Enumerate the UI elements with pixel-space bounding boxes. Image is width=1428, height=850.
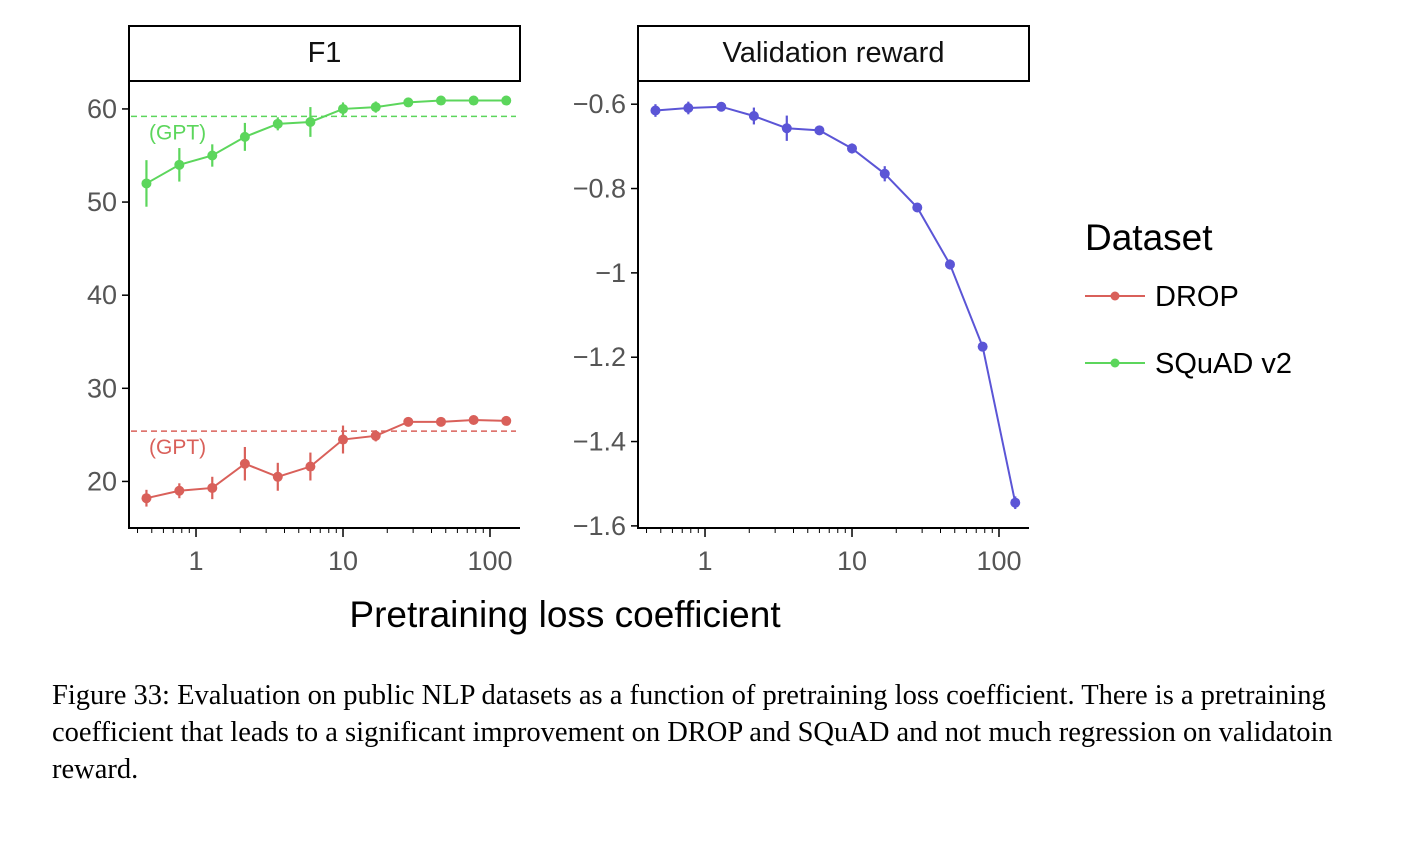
f1-panel-title: F1 — [308, 37, 342, 69]
figure: F1 20 30 40 50 60 1 10 100 (GPT) (GPT) Validation… — [87, 25, 1292, 635]
legend-title: Dataset — [1085, 217, 1213, 258]
data-point — [338, 434, 349, 445]
y-tick-label: 60 — [87, 94, 117, 124]
data-point — [403, 416, 414, 427]
legend-squad-label: SQuAD v2 — [1155, 348, 1292, 380]
series-0 — [650, 101, 1021, 510]
data-point — [141, 493, 152, 504]
series-1: (GPT) — [131, 414, 516, 507]
data-point — [468, 95, 479, 106]
data-point — [174, 159, 185, 170]
legend-item-drop: DROP — [1085, 281, 1239, 313]
data-point — [501, 415, 512, 426]
legend-item-squad: SQuAD v2 — [1085, 348, 1292, 380]
x-tick-label: 1 — [189, 546, 204, 576]
data-point — [879, 168, 890, 179]
f1-panel: F1 20 30 40 50 60 1 10 100 (GPT) (GPT) — [87, 25, 521, 576]
validation-reward-panel-title: Validation reward — [723, 37, 945, 69]
y-tick-label: −1.6 — [573, 511, 626, 541]
data-point — [501, 95, 512, 106]
y-tick-label: 30 — [87, 373, 117, 403]
x-tick-label: 10 — [328, 546, 358, 576]
series-0: (GPT) — [131, 95, 516, 207]
data-point — [207, 150, 218, 161]
data-point — [141, 178, 152, 189]
y-tick-label: −0.8 — [573, 174, 626, 204]
legend: Dataset DROP SQuAD v2 — [1085, 217, 1292, 380]
y-tick-label: 20 — [87, 466, 117, 496]
data-point — [239, 131, 250, 142]
legend-squad-marker — [1110, 358, 1120, 368]
x-tick-label: 100 — [467, 546, 512, 576]
data-point — [174, 485, 185, 496]
gpt-baseline-label: (GPT) — [149, 436, 206, 459]
data-point — [781, 123, 792, 134]
x-tick-label: 1 — [698, 546, 713, 576]
data-point — [305, 116, 316, 127]
validation-reward-panel: Validation reward −0.6 −0.8 −1 −1.2 −1.4 −1.6… — [573, 25, 1030, 576]
data-point — [305, 461, 316, 472]
data-point — [435, 95, 446, 106]
data-point — [272, 118, 283, 129]
y-tick-label: −1.4 — [573, 427, 626, 457]
x-tick-label: 10 — [837, 546, 867, 576]
data-point — [370, 102, 381, 113]
data-point — [944, 259, 955, 270]
series-line — [145, 99, 507, 185]
x-axis-label: Pretraining loss coefficient — [349, 594, 781, 635]
f1-plot-area: 20 30 40 50 60 1 10 100 (GPT) (GPT) — [87, 81, 520, 576]
legend-drop-marker — [1110, 291, 1120, 301]
data-point — [1010, 497, 1021, 508]
y-tick-label: −1.2 — [573, 342, 626, 372]
figure-caption: Figure 33: Evaluation on public NLP data… — [52, 680, 1333, 785]
validation-reward-title-strip — [637, 25, 1030, 82]
data-point — [912, 202, 923, 213]
data-point — [272, 471, 283, 482]
data-point — [468, 414, 479, 425]
data-point — [977, 341, 988, 352]
legend-drop-label: DROP — [1155, 281, 1239, 313]
data-point — [239, 458, 250, 469]
data-point — [847, 143, 858, 154]
validation-reward-plot-area: −0.6 −0.8 −1 −1.2 −1.4 −1.6 1 10 100 — [573, 81, 1029, 576]
data-point — [716, 101, 727, 112]
series-line — [655, 105, 1017, 503]
data-point — [403, 97, 414, 108]
y-tick-label: 50 — [87, 187, 117, 217]
series-line — [146, 418, 507, 500]
data-point — [435, 416, 446, 427]
x-tick-label: 100 — [976, 546, 1021, 576]
data-point — [650, 105, 661, 116]
data-point — [814, 125, 825, 136]
y-tick-label: −0.6 — [573, 89, 626, 119]
data-point — [207, 482, 218, 493]
gpt-baseline-label: (GPT) — [149, 121, 206, 144]
y-tick-label: 40 — [87, 280, 117, 310]
data-point — [338, 103, 349, 114]
data-point — [748, 111, 759, 122]
y-tick-label: −1 — [595, 258, 626, 288]
f1-title-strip — [128, 25, 521, 82]
data-point — [370, 430, 381, 441]
data-point — [683, 102, 694, 113]
